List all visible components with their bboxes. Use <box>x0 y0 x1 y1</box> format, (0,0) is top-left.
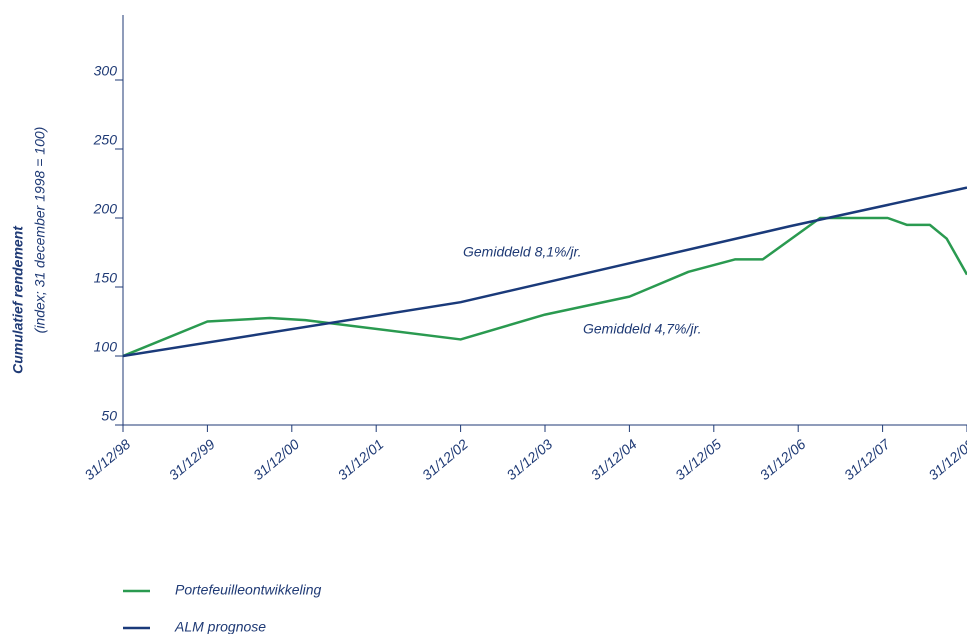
x-tick-label: 31/12/99 <box>166 436 218 483</box>
x-tick-label: 31/12/02 <box>419 436 471 483</box>
x-tick-label: 31/12/01 <box>334 436 386 483</box>
y-axis-label: Cumulatief rendement <box>10 225 26 374</box>
legend-label: Portefeuilleontwikkeling <box>175 582 322 598</box>
annotation: Gemiddeld 8,1%/jr. <box>463 244 582 260</box>
x-tick-label: 31/12/08 <box>925 436 967 483</box>
series-line <box>122 216 967 358</box>
x-tick-label: 31/12/06 <box>756 436 808 483</box>
y-tick-label: 250 <box>93 132 118 148</box>
x-tick-label: 31/12/03 <box>503 436 555 483</box>
x-tick-label: 31/12/98 <box>81 436 133 483</box>
x-tick-label: 31/12/05 <box>672 436 724 483</box>
y-tick-label: 300 <box>94 63 118 79</box>
x-tick-label: 31/12/07 <box>841 435 894 483</box>
y-tick-label: 150 <box>94 270 118 286</box>
x-tick-label: 31/12/00 <box>250 436 302 483</box>
legend-label: ALM prognose <box>174 619 266 634</box>
y-axis-sublabel: (index; 31 december 1998 = 100) <box>32 127 48 334</box>
series-line <box>122 186 967 358</box>
y-tick-label: 100 <box>94 339 118 355</box>
annotation: Gemiddeld 4,7%/jr. <box>583 321 702 337</box>
y-tick-label: 50 <box>101 408 117 424</box>
x-tick-label: 31/12/04 <box>588 436 640 483</box>
y-tick-label: 200 <box>93 201 118 217</box>
